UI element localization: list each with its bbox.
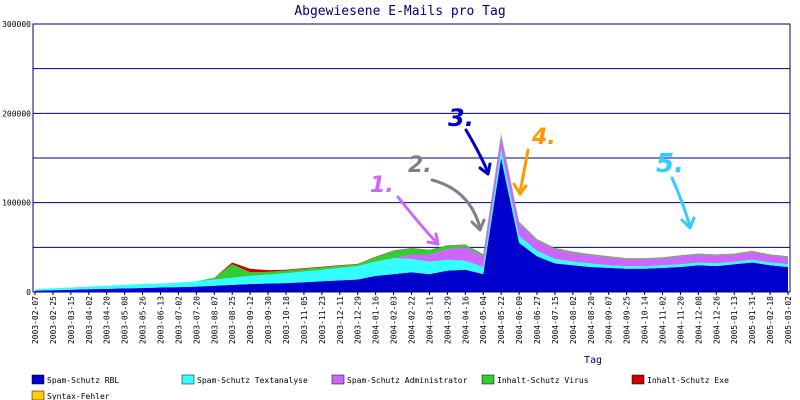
x-tick-label: 2003-04-02 [85,296,94,344]
annotation-arrowhead-3 [478,162,492,176]
y-tick-label: 100000 [2,199,31,208]
annotation-arrowhead-2 [470,218,486,232]
annotation-arrowhead-5 [680,216,696,230]
x-tick-label: 2004-12-26 [712,296,721,344]
y-tick-label: 300000 [2,20,31,29]
x-tick-label: 2003-09-12 [246,296,255,344]
x-tick-label: 2004-08-02 [569,296,578,344]
x-tick-label: 2003-07-20 [192,296,201,344]
annotations: 1. 2. 3. 4. 5. [370,104,696,246]
series-area-spam-schutz-textanalyse [35,149,788,291]
y-axis-ticks: 0 100000 200000 300000 [2,20,31,297]
series-area-spam-schutz-rbl [35,158,788,292]
x-tick-label: 2003-04-20 [103,296,112,344]
x-tick-label: 2004-08-20 [587,296,596,344]
x-tick-label: 2005-01-13 [730,296,739,344]
series-area-spam-schutz-administrator [35,135,788,290]
x-tick-label: 2004-10-14 [641,296,650,344]
x-tick-label: 2005-03-02 [784,296,793,344]
legend: Spam-Schutz RBL Spam-Schutz Textanalyse Sp… [31,374,729,400]
x-tick-label: 2003-03-15 [67,296,76,344]
annotation-arrow-1 [396,195,440,246]
annotation-arrow-2 [430,178,482,230]
y-tick-label: 0 [26,288,31,297]
legend-label-syntax-fehler: Syntax-Fehler [47,392,110,400]
x-tick-label: 2003-11-23 [318,296,327,344]
x-tick-label: 2003-08-25 [228,296,237,344]
annotation-label-3: 3. [448,104,474,132]
y-tick-label: 200000 [2,109,31,118]
x-tick-label: 2003-08-07 [210,296,219,344]
x-tick-label: 2004-06-27 [533,296,542,344]
x-tick-label: 2004-04-16 [461,296,470,344]
legend-swatch-spam-schutz-administrator [331,374,345,385]
annotation-label-5: 5. [656,149,684,179]
x-tick-label: 2004-09-07 [605,296,614,344]
x-axis-label: Tag [584,355,602,366]
legend-swatch-spam-schutz-textanalyse [181,374,195,385]
legend-label-inhalt-schutz-exe: Inhalt-Schutz Exe [647,376,729,385]
x-tick-label: 2004-11-20 [676,296,685,344]
annotation-label-2: 2. [408,153,432,178]
x-tick-label: 2004-05-04 [479,296,488,344]
x-axis-ticks: 2003-02-07 2003-02-25 2003-03-15 2003-04-02… [31,292,793,344]
x-tick-label: 2003-06-13 [157,296,166,344]
x-tick-label: 2004-12-08 [694,296,703,344]
x-tick-label: 2004-01-16 [372,296,381,344]
x-tick-label: 2003-02-25 [49,296,58,344]
x-tick-label: 2004-09-25 [623,296,632,344]
x-tick-label: 2004-02-03 [390,296,399,344]
x-tick-label: 2003-05-08 [121,296,130,344]
annotation-label-4: 4. [531,125,556,150]
x-tick-label: 2003-12-11 [336,296,345,344]
legend-label-spam-schutz-rbl: Spam-Schutz RBL [47,376,119,385]
area-series [35,133,788,292]
x-tick-label: 2004-03-29 [443,296,452,344]
annotation-arrowhead-4 [512,182,528,196]
x-tick-label: 2005-02-18 [766,296,775,344]
legend-label-inhalt-schutz-virus: Inhalt-Schutz Virus [497,376,589,385]
x-tick-label: 2003-11-05 [300,296,309,344]
annotation-arrow-3 [464,128,490,174]
annotation-arrowhead-1 [426,232,440,246]
x-tick-label: 2003-05-26 [139,296,148,344]
x-tick-label: 2003-10-18 [282,296,291,344]
x-tick-label: 2003-12-29 [354,296,363,344]
legend-label-spam-schutz-textanalyse: Spam-Schutz Textanalyse [197,376,308,385]
x-tick-label: 2003-09-30 [264,296,273,344]
legend-swatch-syntax-fehler [31,390,45,400]
legend-label-spam-schutz-administrator: Spam-Schutz Administrator [347,376,468,385]
annotation-arrow-4 [518,148,530,194]
legend-swatch-spam-schutz-rbl [31,374,45,385]
legend-swatch-inhalt-schutz-exe [631,374,645,385]
x-tick-label: 2003-07-02 [174,296,183,344]
legend-swatch-inhalt-schutz-virus [481,374,495,385]
x-tick-label: 2004-05-22 [497,296,506,344]
x-tick-label: 2004-11-02 [659,296,668,344]
x-tick-label: 2004-02-22 [408,296,417,344]
chart-title: Abgewiesene E-Mails pro Tag [294,4,505,19]
x-tick-label: 2004-07-15 [551,296,560,344]
annotation-arrow-5 [670,176,692,228]
grid-lines [33,68,790,248]
annotation-label-1: 1. [370,173,394,198]
x-tick-label: 2004-06-09 [515,296,524,344]
x-tick-label: 2004-03-11 [425,296,434,344]
x-tick-label: 2003-02-07 [31,296,40,344]
x-tick-label: 2005-01-31 [748,296,757,344]
